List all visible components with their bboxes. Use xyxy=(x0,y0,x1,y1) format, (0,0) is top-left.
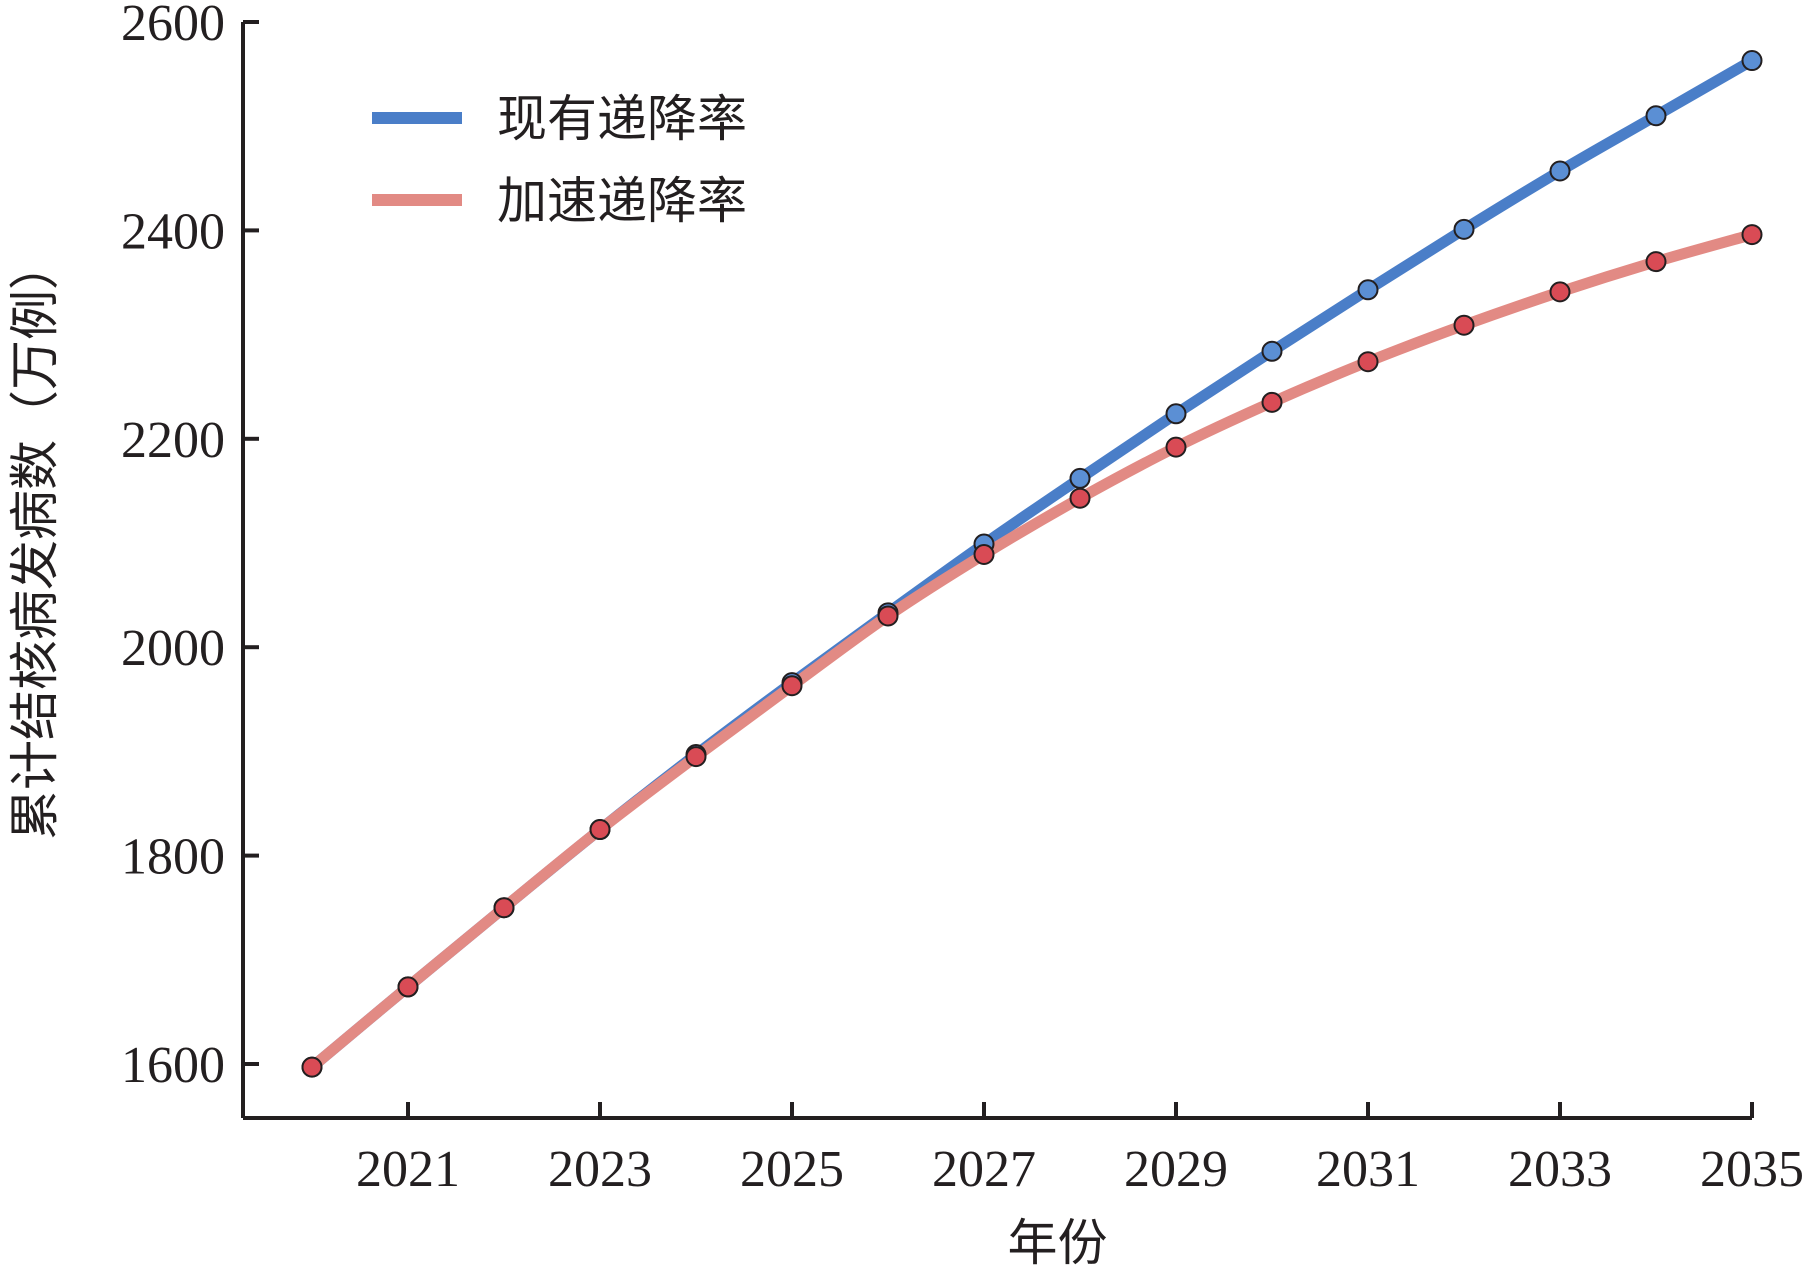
y-tick-label: 2200 xyxy=(121,412,225,469)
data-point-0 xyxy=(1645,105,1667,127)
y-tick-label: 1600 xyxy=(121,1037,225,1094)
data-point-1 xyxy=(493,897,515,919)
data-point-1 xyxy=(685,746,707,768)
data-point-1 xyxy=(973,543,995,565)
data-point-0 xyxy=(1453,218,1475,240)
data-point-1 xyxy=(781,675,803,697)
x-axis-title: 年份 xyxy=(1008,1214,1108,1272)
data-point-0 xyxy=(1165,403,1187,425)
legend-label-0: 现有递降率 xyxy=(497,90,747,148)
legend-label-1: 加速递降率 xyxy=(497,172,747,230)
x-tick-label: 2025 xyxy=(740,1141,844,1198)
data-point-1 xyxy=(589,819,611,841)
ticks: 1600 1800 2000 2200 2400 2600 2021 2023 2025 2027… xyxy=(121,0,1804,1198)
data-point-0 xyxy=(1549,160,1571,182)
axes xyxy=(241,22,1752,1120)
series-markers xyxy=(301,50,1763,1078)
x-tick-label: 2035 xyxy=(1700,1141,1804,1198)
x-tick-label: 2033 xyxy=(1508,1141,1612,1198)
data-point-1 xyxy=(397,976,419,998)
series-line-1 xyxy=(306,229,1758,1073)
x-tick-label: 2023 xyxy=(548,1141,652,1198)
y-tick-label: 1800 xyxy=(121,829,225,886)
x-tick-label: 2029 xyxy=(1124,1141,1228,1198)
data-point-0 xyxy=(1261,340,1283,362)
y-tick-label: 2000 xyxy=(121,620,225,677)
x-tick-label: 2027 xyxy=(932,1141,1036,1198)
x-tick-label: 2021 xyxy=(356,1141,460,1198)
data-point-1 xyxy=(877,605,899,627)
data-point-1 xyxy=(301,1056,323,1078)
x-tick-label: 2031 xyxy=(1316,1141,1420,1198)
data-point-1 xyxy=(1165,436,1187,458)
y-axis-title: 累计结核病发病数（万例） xyxy=(6,240,64,840)
data-point-1 xyxy=(1453,314,1475,336)
data-point-0 xyxy=(1357,279,1379,301)
y-tick-label: 2400 xyxy=(121,203,225,260)
series-lines xyxy=(306,55,1758,1073)
data-point-0 xyxy=(1741,50,1763,72)
data-point-1 xyxy=(1357,351,1379,373)
data-point-1 xyxy=(1549,281,1571,303)
y-tick-label: 2600 xyxy=(121,0,225,52)
data-point-1 xyxy=(1261,391,1283,413)
data-point-1 xyxy=(1645,251,1667,273)
data-point-0 xyxy=(1069,467,1091,489)
data-point-1 xyxy=(1069,487,1091,509)
data-point-1 xyxy=(1741,224,1763,246)
